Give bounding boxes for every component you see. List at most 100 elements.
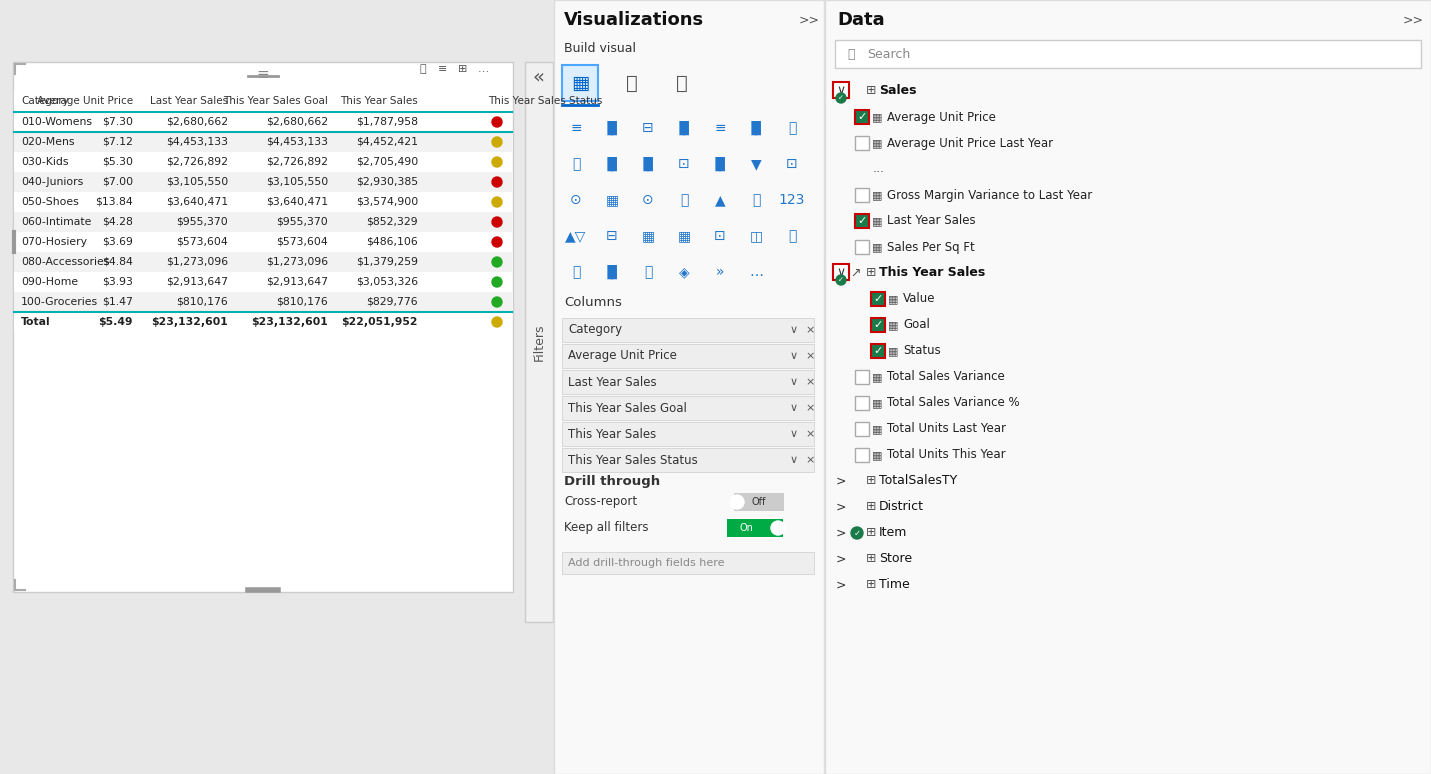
Text: 〰: 〰 <box>572 157 580 171</box>
Text: «: « <box>532 67 545 87</box>
Bar <box>14 172 512 192</box>
Text: ▦: ▦ <box>871 190 883 200</box>
Bar <box>14 132 512 152</box>
Text: $2,913,647: $2,913,647 <box>266 277 328 287</box>
Circle shape <box>492 297 502 307</box>
Text: $486,106: $486,106 <box>366 237 418 247</box>
Text: $3.69: $3.69 <box>102 237 133 247</box>
Text: This Year Sales Status: This Year Sales Status <box>488 96 602 106</box>
Text: This Year Sales Goal: This Year Sales Goal <box>568 402 687 415</box>
Text: $23,132,601: $23,132,601 <box>152 317 228 327</box>
Text: Total Sales Variance %: Total Sales Variance % <box>887 396 1020 409</box>
Text: 🏆: 🏆 <box>572 265 580 279</box>
Text: Keep all filters: Keep all filters <box>564 522 648 535</box>
Text: $23,132,601: $23,132,601 <box>252 317 328 327</box>
Circle shape <box>730 495 744 509</box>
Text: On: On <box>738 523 753 533</box>
Text: Last Year Sales: Last Year Sales <box>887 214 976 228</box>
Text: ...: ... <box>873 163 884 176</box>
Text: ⊟: ⊟ <box>643 121 654 135</box>
Text: ↗: ↗ <box>850 266 860 279</box>
Text: $3,640,471: $3,640,471 <box>266 197 328 207</box>
Bar <box>833 264 849 280</box>
Circle shape <box>492 237 502 247</box>
Text: ⊞: ⊞ <box>866 501 876 513</box>
Text: ◫: ◫ <box>750 229 763 243</box>
Text: $5.30: $5.30 <box>102 157 133 167</box>
Bar <box>854 396 869 410</box>
Text: $22,051,952: $22,051,952 <box>342 317 418 327</box>
Text: Average Unit Price: Average Unit Price <box>37 96 133 106</box>
Text: >: > <box>836 578 846 591</box>
Text: $5.49: $5.49 <box>99 317 133 327</box>
Text: ◈: ◈ <box>678 265 690 279</box>
Text: $4,452,421: $4,452,421 <box>356 137 418 147</box>
Circle shape <box>851 527 863 539</box>
Text: ▐▌: ▐▌ <box>674 121 694 135</box>
Bar <box>13 62 512 592</box>
Text: Time: Time <box>879 578 910 591</box>
Text: District: District <box>879 501 924 513</box>
Text: $955,370: $955,370 <box>176 217 228 227</box>
Text: $7.00: $7.00 <box>102 177 133 187</box>
Text: Filters: Filters <box>532 324 545 361</box>
Text: 040-Juniors: 040-Juniors <box>21 177 83 187</box>
Text: ⌒: ⌒ <box>751 193 760 207</box>
Text: Category: Category <box>21 96 69 106</box>
Text: ∨: ∨ <box>790 325 798 335</box>
Text: ▦: ▦ <box>887 294 899 304</box>
Text: ▦: ▦ <box>871 372 883 382</box>
Text: ✓: ✓ <box>873 346 883 356</box>
Circle shape <box>492 277 502 287</box>
Bar <box>826 0 1431 774</box>
Text: $1,787,958: $1,787,958 <box>356 117 418 127</box>
Text: 〰: 〰 <box>788 121 796 135</box>
Text: This Year Sales: This Year Sales <box>879 266 986 279</box>
Text: Total Units This Year: Total Units This Year <box>887 448 1006 461</box>
Text: Drill through: Drill through <box>564 475 660 488</box>
Text: ▐▌: ▐▌ <box>601 157 622 171</box>
Text: ▦: ▦ <box>571 74 590 93</box>
Text: 080-Accessories: 080-Accessories <box>21 257 109 267</box>
Text: ⊞: ⊞ <box>866 266 876 279</box>
Text: …: … <box>748 265 763 279</box>
Text: ∨: ∨ <box>790 429 798 439</box>
Text: ×: × <box>806 351 814 361</box>
Text: ∨: ∨ <box>837 84 846 98</box>
Bar <box>854 214 869 228</box>
Text: ∨: ∨ <box>790 351 798 361</box>
Text: ∨: ∨ <box>790 403 798 413</box>
Circle shape <box>492 137 502 147</box>
Text: Category: Category <box>568 324 622 337</box>
Text: $3,053,326: $3,053,326 <box>356 277 418 287</box>
Bar <box>833 82 849 98</box>
Text: $4,453,133: $4,453,133 <box>166 137 228 147</box>
Bar <box>14 152 512 172</box>
Bar <box>14 90 512 112</box>
Text: $2,680,662: $2,680,662 <box>166 117 228 127</box>
Text: ≡: ≡ <box>570 121 582 135</box>
Text: ×: × <box>806 377 814 387</box>
Text: ≡: ≡ <box>714 121 726 135</box>
Text: ∨: ∨ <box>790 455 798 465</box>
Text: ✓: ✓ <box>839 277 844 283</box>
Circle shape <box>492 177 502 187</box>
Text: 🔍: 🔍 <box>847 47 854 60</box>
Bar <box>14 232 512 252</box>
Text: 070-Hosiery: 070-Hosiery <box>21 237 87 247</box>
Text: $3.93: $3.93 <box>102 277 133 287</box>
Text: Total Sales Variance: Total Sales Variance <box>887 371 1005 383</box>
Text: 〜: 〜 <box>680 193 688 207</box>
Text: $1,273,096: $1,273,096 <box>166 257 228 267</box>
Text: >: > <box>836 526 846 539</box>
Bar <box>854 110 869 124</box>
Text: ×: × <box>806 325 814 335</box>
Text: This Year Sales Status: This Year Sales Status <box>568 454 698 467</box>
Bar <box>734 493 784 511</box>
Bar <box>562 65 598 101</box>
Text: Status: Status <box>903 344 940 358</box>
Bar <box>14 312 512 332</box>
Text: ⊞: ⊞ <box>866 474 876 488</box>
Text: 📌: 📌 <box>419 64 426 74</box>
Text: $829,776: $829,776 <box>366 297 418 307</box>
